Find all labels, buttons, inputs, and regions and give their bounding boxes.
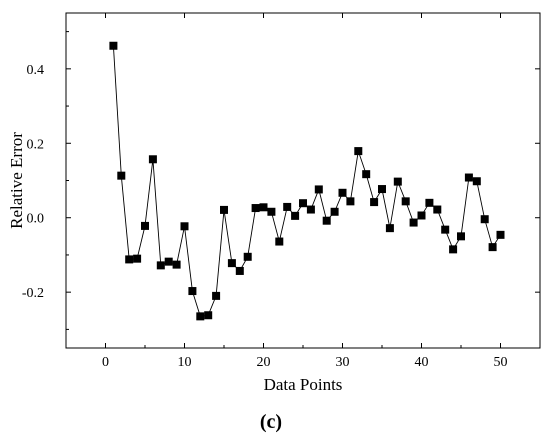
data-point	[172, 260, 181, 269]
data-point	[314, 185, 323, 194]
data-point	[417, 211, 426, 220]
data-point	[425, 198, 434, 207]
x-axis-title: Data Points	[264, 375, 343, 394]
data-point	[496, 230, 505, 239]
data-point	[393, 177, 402, 186]
data-markers	[109, 41, 505, 321]
data-point	[117, 171, 126, 180]
data-point	[306, 205, 315, 214]
data-point	[433, 205, 442, 214]
data-point	[164, 257, 173, 266]
y-tick-label: 0.4	[27, 63, 45, 78]
data-point	[291, 211, 300, 220]
panel-label: (c)	[260, 411, 282, 433]
data-point	[267, 207, 276, 216]
data-point	[299, 199, 307, 208]
data-point	[441, 225, 450, 234]
data-point	[464, 173, 473, 182]
data-point	[385, 224, 394, 233]
data-point	[338, 188, 347, 197]
data-point	[480, 215, 489, 224]
y-tick-label: -0.2	[22, 286, 44, 301]
data-point	[259, 203, 268, 212]
data-point	[133, 254, 142, 263]
data-point	[141, 221, 149, 230]
data-point	[346, 197, 355, 206]
x-axis-ticks: 0 10 20 30 40 50	[102, 13, 508, 370]
data-point	[401, 197, 410, 206]
data-point	[109, 41, 118, 50]
x-tick-label: 40	[415, 355, 429, 370]
data-point	[180, 222, 189, 231]
y-tick-label: 0.2	[27, 137, 45, 152]
data-point	[472, 177, 481, 186]
data-point	[275, 237, 284, 246]
data-point	[362, 170, 371, 179]
data-point	[322, 216, 331, 225]
data-point	[156, 261, 165, 270]
y-tick-label: 0.0	[27, 212, 45, 227]
data-point	[330, 207, 339, 216]
data-point	[196, 312, 205, 321]
series-line	[112, 45, 501, 317]
y-axis-title: Relative Error	[7, 132, 26, 229]
x-tick-label: 20	[257, 355, 271, 370]
data-point	[188, 287, 197, 296]
data-point	[204, 311, 213, 320]
data-point	[235, 266, 244, 275]
data-point	[125, 255, 134, 264]
x-tick-label: 0	[102, 355, 109, 370]
data-point	[378, 185, 386, 194]
data-point	[354, 147, 363, 156]
data-point	[251, 204, 260, 213]
data-point	[457, 232, 465, 241]
x-tick-label: 50	[494, 355, 508, 370]
data-point	[283, 202, 292, 211]
data-point	[488, 243, 497, 252]
data-point	[243, 252, 252, 261]
data-point	[220, 205, 228, 214]
data-point	[449, 245, 458, 254]
x-tick-label: 10	[178, 355, 192, 370]
data-point	[212, 291, 221, 300]
data-point	[370, 198, 379, 207]
data-point	[227, 259, 236, 268]
data-point	[409, 218, 418, 227]
x-tick-label: 30	[336, 355, 350, 370]
y-axis-ticks: -0.2 0.0 0.2 0.4	[22, 31, 540, 330]
data-point	[148, 155, 157, 164]
